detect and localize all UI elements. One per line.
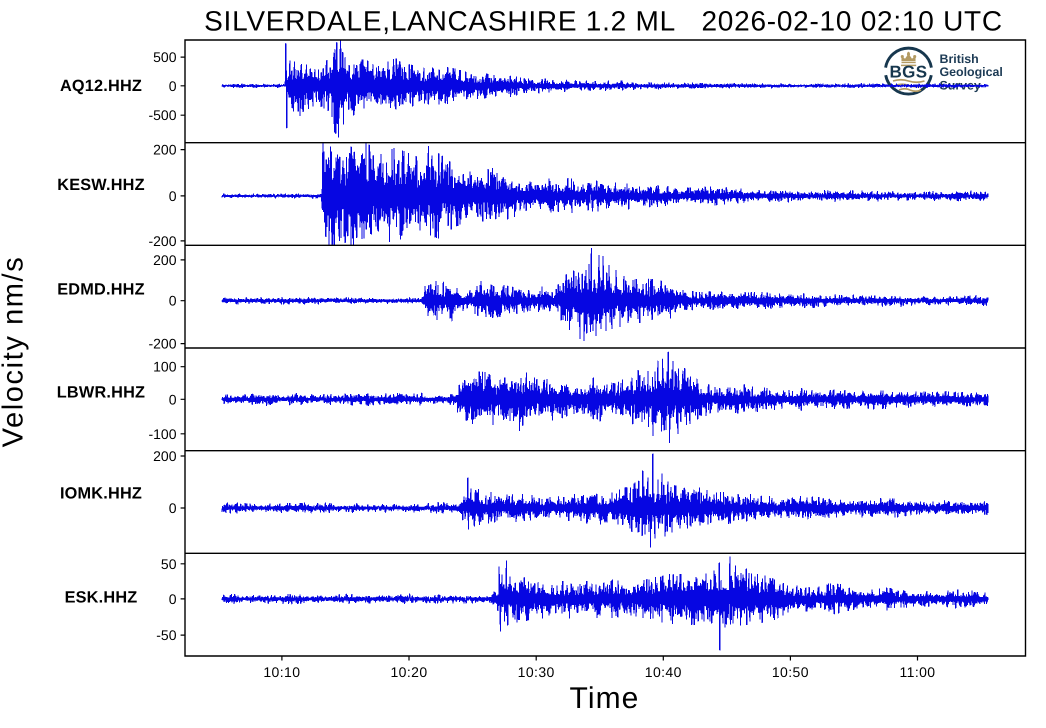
svg-text:Geological: Geological bbox=[940, 65, 1003, 79]
svg-text:0: 0 bbox=[169, 391, 177, 407]
svg-text:Velocity nm/s: Velocity nm/s bbox=[0, 256, 30, 448]
svg-text:10:40: 10:40 bbox=[645, 664, 682, 680]
svg-text:-500: -500 bbox=[148, 107, 176, 123]
svg-text:LBWR.HHZ: LBWR.HHZ bbox=[57, 383, 145, 401]
svg-text:10:20: 10:20 bbox=[390, 664, 427, 680]
svg-text:EDMD.HHZ: EDMD.HHZ bbox=[57, 281, 145, 299]
svg-text:KESW.HHZ: KESW.HHZ bbox=[57, 176, 145, 194]
svg-text:0: 0 bbox=[169, 188, 177, 204]
svg-text:British: British bbox=[940, 52, 979, 66]
svg-text:11:00: 11:00 bbox=[900, 664, 936, 680]
svg-text:IOMK.HHZ: IOMK.HHZ bbox=[60, 485, 142, 503]
svg-text:200: 200 bbox=[153, 448, 177, 464]
svg-text:AQ12.HHZ: AQ12.HHZ bbox=[60, 77, 142, 95]
svg-text:100: 100 bbox=[153, 359, 177, 375]
svg-text:500: 500 bbox=[153, 49, 177, 65]
svg-text:Time: Time bbox=[570, 682, 640, 715]
svg-text:10:10: 10:10 bbox=[263, 664, 300, 680]
svg-text:200: 200 bbox=[153, 142, 177, 158]
svg-text:0: 0 bbox=[169, 591, 177, 607]
svg-text:10:30: 10:30 bbox=[518, 664, 555, 680]
svg-text:-50: -50 bbox=[156, 627, 176, 643]
svg-text:-200: -200 bbox=[148, 336, 176, 352]
svg-text:10:50: 10:50 bbox=[772, 664, 809, 680]
svg-text:-100: -100 bbox=[148, 426, 176, 442]
svg-text:-200: -200 bbox=[148, 233, 176, 249]
svg-text:ESK.HHZ: ESK.HHZ bbox=[65, 588, 138, 606]
svg-text:200: 200 bbox=[153, 252, 177, 268]
svg-text:SILVERDALE,LANCASHIRE 1.2 ML: SILVERDALE,LANCASHIRE 1.2 ML 2026-02-10 … bbox=[204, 5, 1003, 36]
svg-text:0: 0 bbox=[169, 500, 177, 516]
svg-text:BGS: BGS bbox=[889, 63, 927, 82]
svg-text:0: 0 bbox=[169, 78, 177, 94]
svg-text:50: 50 bbox=[161, 556, 177, 572]
svg-text:0: 0 bbox=[169, 293, 177, 309]
